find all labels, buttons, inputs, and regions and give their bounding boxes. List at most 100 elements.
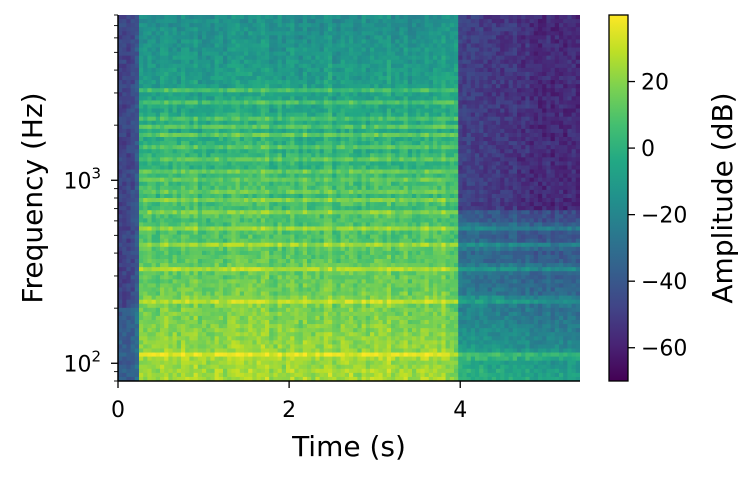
heatmap-cell — [130, 364, 136, 370]
heatmap-cell — [206, 116, 211, 122]
heatmap-cell — [344, 234, 350, 240]
heatmap-cell — [235, 120, 241, 126]
heatmap-cell — [227, 63, 232, 69]
heatmap-cell — [294, 246, 300, 252]
heatmap-cell — [134, 169, 140, 175]
heatmap-cell — [155, 165, 161, 171]
heatmap-cell — [328, 246, 333, 252]
heatmap-cell — [176, 279, 182, 284]
heatmap-cell — [256, 376, 262, 381]
heatmap-cell — [248, 104, 253, 110]
heatmap-cell — [290, 108, 295, 114]
heatmap-cell — [155, 287, 161, 293]
heatmap-cell — [281, 218, 287, 223]
heatmap-cell — [189, 116, 195, 122]
heatmap-cell — [248, 372, 253, 378]
heatmap-cell — [147, 376, 153, 381]
heatmap-cell — [265, 55, 270, 61]
heatmap-cell — [281, 100, 287, 106]
heatmap-cell — [147, 372, 153, 378]
heatmap-cell — [122, 173, 127, 179]
heatmap-cell — [311, 283, 316, 289]
heatmap-cell — [294, 112, 300, 118]
heatmap-cell — [181, 157, 186, 162]
heatmap-cell — [319, 210, 325, 215]
heatmap-cell — [126, 132, 132, 138]
heatmap-cell — [298, 153, 304, 158]
heatmap-cell — [302, 189, 308, 195]
heatmap-cell — [193, 181, 199, 187]
heatmap-cell — [172, 202, 178, 207]
heatmap-cell — [206, 157, 211, 162]
heatmap-cell — [290, 19, 295, 24]
heatmap-cell — [294, 364, 300, 370]
heatmap-cell — [122, 96, 127, 101]
heatmap-cell — [130, 320, 136, 325]
heatmap-cell — [340, 230, 346, 236]
heatmap-cell — [122, 311, 127, 317]
heatmap-cell — [223, 246, 228, 252]
heatmap-cell — [227, 291, 232, 297]
heatmap-cell — [202, 324, 207, 329]
heatmap-cell — [328, 27, 333, 32]
heatmap-cell — [164, 263, 169, 268]
heatmap-cell — [328, 348, 333, 354]
heatmap-cell — [193, 100, 199, 106]
heatmap-cell — [151, 315, 157, 321]
heatmap-cell — [256, 88, 262, 93]
heatmap-cell — [277, 320, 283, 325]
heatmap-cell — [210, 348, 216, 354]
heatmap-cell — [193, 295, 199, 301]
heatmap-cell — [189, 92, 195, 97]
heatmap-cell — [244, 35, 249, 40]
heatmap-cell — [277, 299, 283, 305]
heatmap-cell — [307, 271, 312, 276]
heatmap-cell — [328, 15, 333, 20]
heatmap-cell — [277, 84, 283, 89]
heatmap-cell — [239, 51, 245, 57]
heatmap-cell — [260, 169, 266, 175]
heatmap-cell — [294, 165, 300, 171]
heatmap-cell — [265, 177, 270, 183]
heatmap-cell — [273, 307, 279, 313]
heatmap-cell — [168, 173, 174, 179]
heatmap-cell — [206, 226, 211, 232]
heatmap-cell — [155, 80, 161, 85]
heatmap-cell — [172, 112, 178, 118]
heatmap-cell — [311, 169, 316, 175]
heatmap-cell — [307, 222, 312, 228]
heatmap-cell — [210, 80, 216, 85]
heatmap-cell — [307, 15, 312, 20]
heatmap-cell — [286, 104, 291, 110]
heatmap-cell — [176, 226, 182, 232]
heatmap-cell — [122, 328, 127, 333]
heatmap-cell — [340, 35, 346, 40]
heatmap-cell — [227, 193, 232, 199]
heatmap-cell — [323, 51, 329, 57]
heatmap-cell — [202, 55, 207, 61]
heatmap-cell — [273, 320, 279, 325]
heatmap-cell — [218, 19, 224, 24]
heatmap-cell — [248, 291, 253, 297]
heatmap-cell — [176, 71, 182, 77]
heatmap-cell — [281, 352, 287, 358]
heatmap-cell — [189, 336, 195, 341]
heatmap-cell — [269, 303, 274, 309]
heatmap-cell — [307, 120, 312, 126]
heatmap-cell — [160, 242, 165, 248]
heatmap-cell — [189, 39, 195, 45]
heatmap-cell — [155, 242, 161, 248]
heatmap-cell — [269, 181, 274, 187]
heatmap-cell — [252, 132, 258, 138]
heatmap-cell — [122, 88, 127, 93]
heatmap-cell — [281, 267, 287, 272]
heatmap-cell — [197, 88, 203, 93]
heatmap-cell — [164, 71, 169, 77]
heatmap-cell — [277, 96, 283, 101]
heatmap-cell — [235, 185, 241, 191]
heatmap-cell — [227, 356, 232, 362]
heatmap-cell — [273, 88, 279, 93]
heatmap-cell — [273, 364, 279, 370]
heatmap-cell — [328, 31, 333, 36]
heatmap-cell — [298, 59, 304, 65]
